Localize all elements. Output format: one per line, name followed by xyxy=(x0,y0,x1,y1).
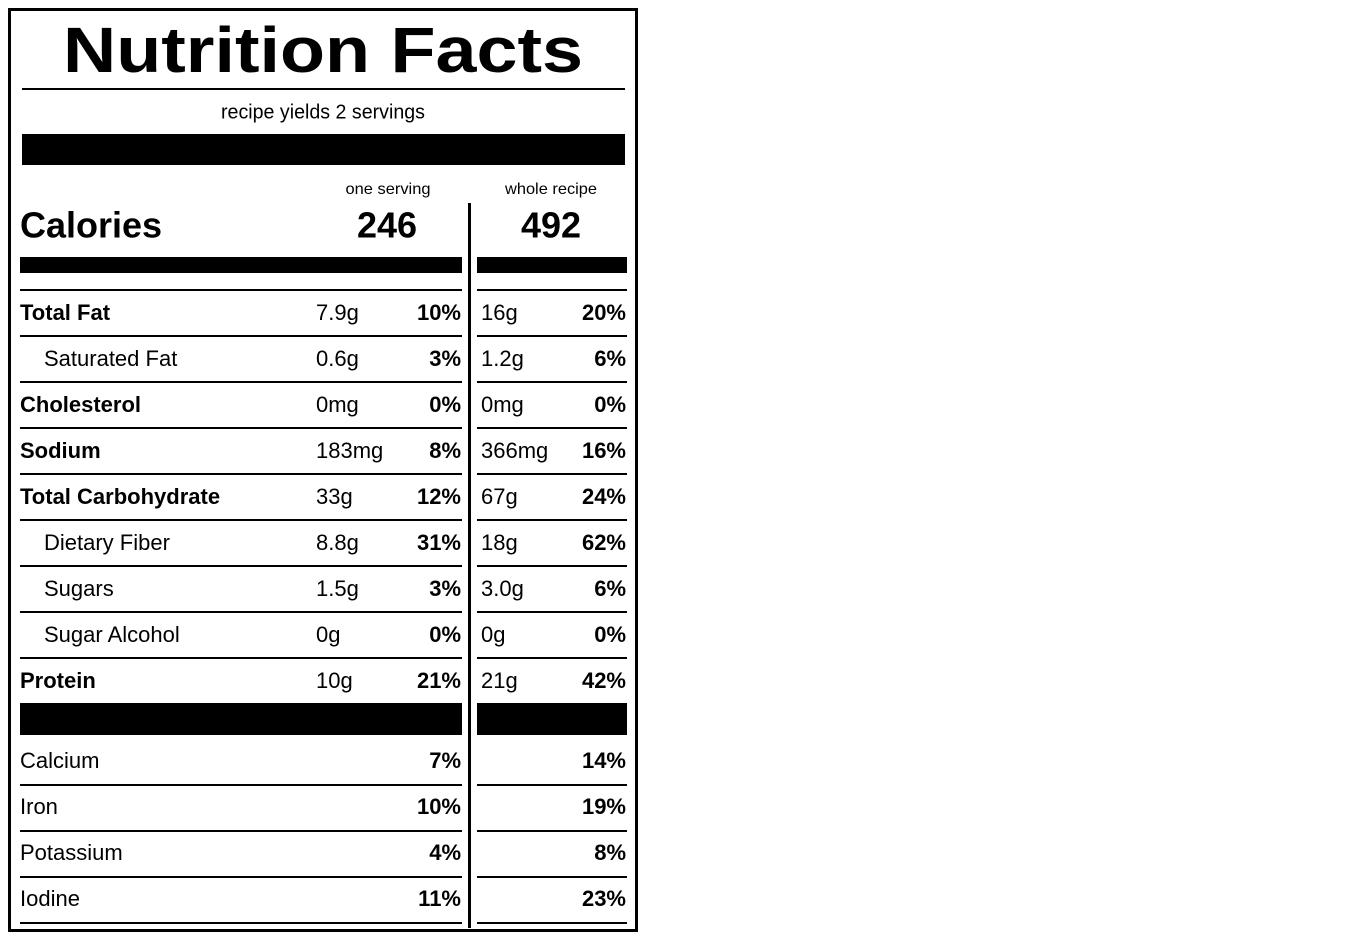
serving-amount: 183mg xyxy=(316,438,383,463)
mineral-name: Iodine xyxy=(20,886,80,911)
nutrient-name: Total Carbohydrate xyxy=(20,484,220,509)
serving-amount: 0g xyxy=(316,622,340,647)
recipe-dv: 14% xyxy=(582,748,626,773)
thick-bar xyxy=(477,703,627,735)
serving-dv: 10% xyxy=(417,300,461,325)
column-header: one serving xyxy=(346,181,431,198)
subtitle: recipe yields 2 servings xyxy=(221,101,425,123)
serving-amount: 0.6g xyxy=(316,346,359,371)
recipe-amount: 366mg xyxy=(481,438,548,463)
rule xyxy=(20,427,462,429)
rule xyxy=(20,381,462,383)
serving-dv: 31% xyxy=(417,530,461,555)
recipe-amount: 18g xyxy=(481,530,518,555)
rule xyxy=(477,473,627,475)
column-divider xyxy=(468,203,471,928)
rule xyxy=(20,922,462,924)
nutrient-name: Cholesterol xyxy=(20,392,141,417)
rule xyxy=(20,611,462,613)
recipe-dv: 0% xyxy=(594,392,626,417)
serving-dv: 12% xyxy=(417,484,461,509)
rule xyxy=(20,289,462,291)
thick-bar xyxy=(477,257,627,273)
calories-value: 492 xyxy=(521,205,581,246)
nutrient-name: Protein xyxy=(20,668,96,693)
rule xyxy=(477,784,627,786)
nutrient-name: Sodium xyxy=(20,438,101,463)
serving-amount: 7.9g xyxy=(316,300,359,325)
recipe-dv: 23% xyxy=(582,886,626,911)
rule xyxy=(20,784,462,786)
nutrient-name: Dietary Fiber xyxy=(44,530,170,555)
recipe-dv: 6% xyxy=(594,576,626,601)
rule xyxy=(477,565,627,567)
nutrient-name: Saturated Fat xyxy=(44,346,177,371)
serving-amount: 8.8g xyxy=(316,530,359,555)
nutrient-name: Sugar Alcohol xyxy=(44,622,180,647)
rule xyxy=(477,335,627,337)
rule xyxy=(477,611,627,613)
serving-amount: 33g xyxy=(316,484,353,509)
serving-dv: 10% xyxy=(417,794,461,819)
serving-amount: 10g xyxy=(316,668,353,693)
recipe-dv: 6% xyxy=(594,346,626,371)
rule xyxy=(477,427,627,429)
rule xyxy=(20,473,462,475)
rule xyxy=(477,876,627,878)
thick-bar xyxy=(22,134,625,165)
nutrient-name: Sugars xyxy=(44,576,114,601)
serving-dv: 3% xyxy=(429,576,461,601)
rule xyxy=(20,519,462,521)
rule xyxy=(20,657,462,659)
column-header: whole recipe xyxy=(504,181,597,198)
serving-dv: 0% xyxy=(429,622,461,647)
rule xyxy=(477,289,627,291)
recipe-amount: 21g xyxy=(481,668,518,693)
mineral-name: Iron xyxy=(20,794,58,819)
serving-dv: 11% xyxy=(418,886,461,911)
serving-amount: 0mg xyxy=(316,392,359,417)
recipe-dv: 8% xyxy=(594,840,626,865)
mineral-name: Calcium xyxy=(20,748,99,773)
serving-dv: 0% xyxy=(429,392,461,417)
calories-value: 246 xyxy=(357,205,417,246)
recipe-dv: 62% xyxy=(582,530,626,555)
recipe-dv: 19% xyxy=(582,794,626,819)
calories-label: Calories xyxy=(20,205,162,246)
recipe-dv: 0% xyxy=(594,622,626,647)
serving-dv: 21% xyxy=(417,668,461,693)
serving-dv: 3% xyxy=(429,346,461,371)
recipe-amount: 0mg xyxy=(481,392,524,417)
rule xyxy=(477,922,627,924)
rule xyxy=(477,519,627,521)
recipe-amount: 3.0g xyxy=(481,576,524,601)
thick-bar xyxy=(20,257,462,273)
recipe-dv: 20% xyxy=(582,300,626,325)
serving-amount: 1.5g xyxy=(316,576,359,601)
serving-dv: 7% xyxy=(429,748,461,773)
nutrient-name: Total Fat xyxy=(20,300,111,325)
recipe-amount: 67g xyxy=(481,484,518,509)
recipe-dv: 24% xyxy=(582,484,626,509)
rule xyxy=(477,830,627,832)
rule xyxy=(20,876,462,878)
rule xyxy=(20,830,462,832)
serving-dv: 4% xyxy=(429,840,461,865)
rule xyxy=(477,657,627,659)
recipe-amount: 16g xyxy=(481,300,518,325)
recipe-dv: 42% xyxy=(582,668,626,693)
rule xyxy=(477,381,627,383)
rule xyxy=(20,335,462,337)
serving-dv: 8% xyxy=(429,438,461,463)
mineral-name: Potassium xyxy=(20,840,123,865)
title-rule xyxy=(22,88,625,90)
rule xyxy=(20,565,462,567)
recipe-amount: 1.2g xyxy=(481,346,524,371)
thick-bar xyxy=(20,703,462,735)
recipe-amount: 0g xyxy=(481,622,505,647)
title: Nutrition Facts xyxy=(63,14,583,86)
recipe-dv: 16% xyxy=(582,438,626,463)
